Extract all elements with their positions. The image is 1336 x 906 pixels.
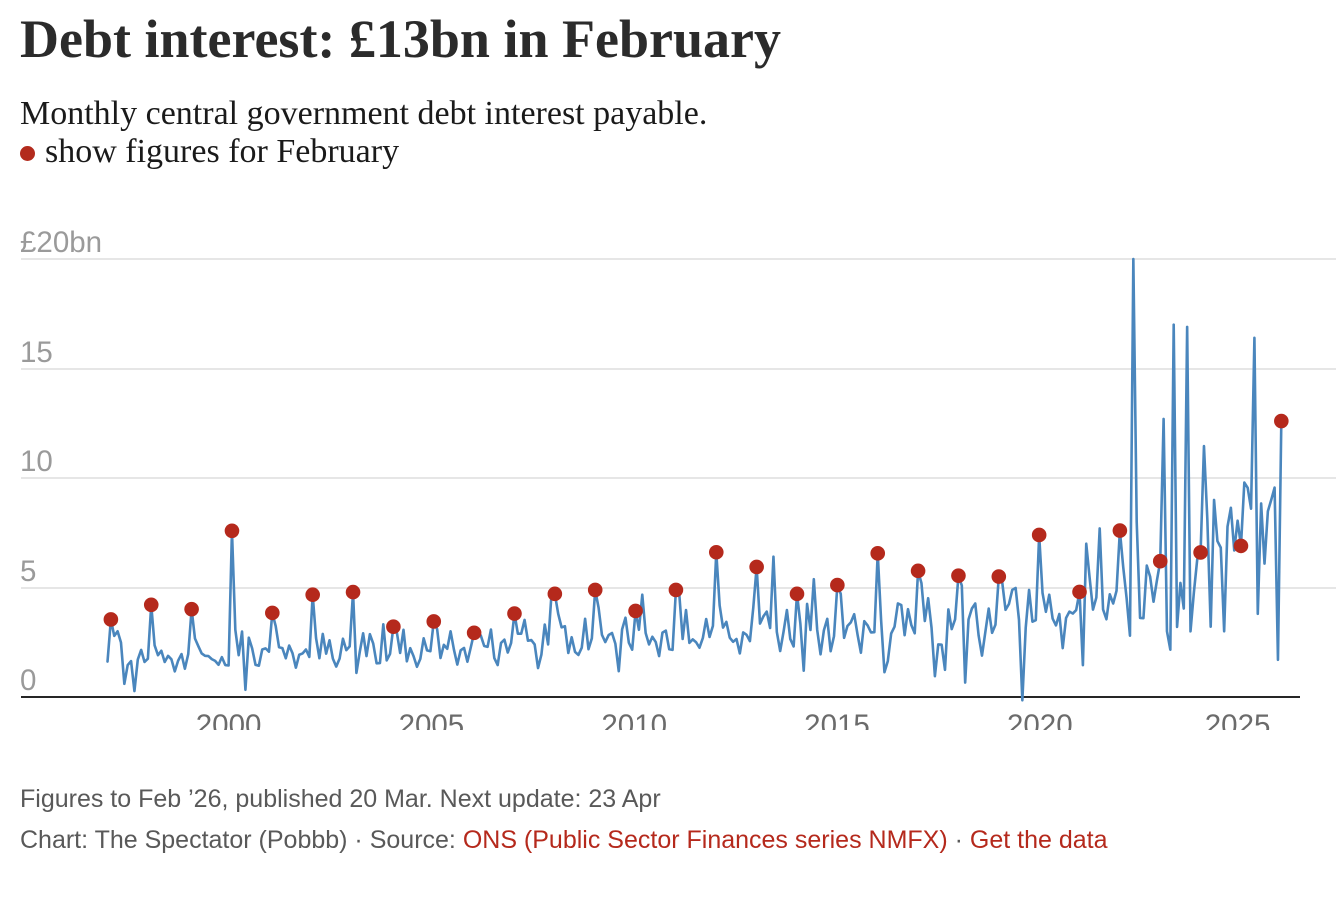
svg-text:15: 15 <box>20 336 53 369</box>
svg-text:2010: 2010 <box>601 709 667 730</box>
svg-text:2000: 2000 <box>196 709 262 730</box>
svg-text:2005: 2005 <box>399 709 465 730</box>
svg-text:2015: 2015 <box>804 709 870 730</box>
svg-text:2020: 2020 <box>1007 709 1073 730</box>
svg-text:5: 5 <box>20 555 36 588</box>
svg-text:£20bn: £20bn <box>20 226 102 259</box>
svg-text:2025: 2025 <box>1205 709 1271 730</box>
svg-text:0: 0 <box>20 664 36 697</box>
svg-text:10: 10 <box>20 445 53 478</box>
